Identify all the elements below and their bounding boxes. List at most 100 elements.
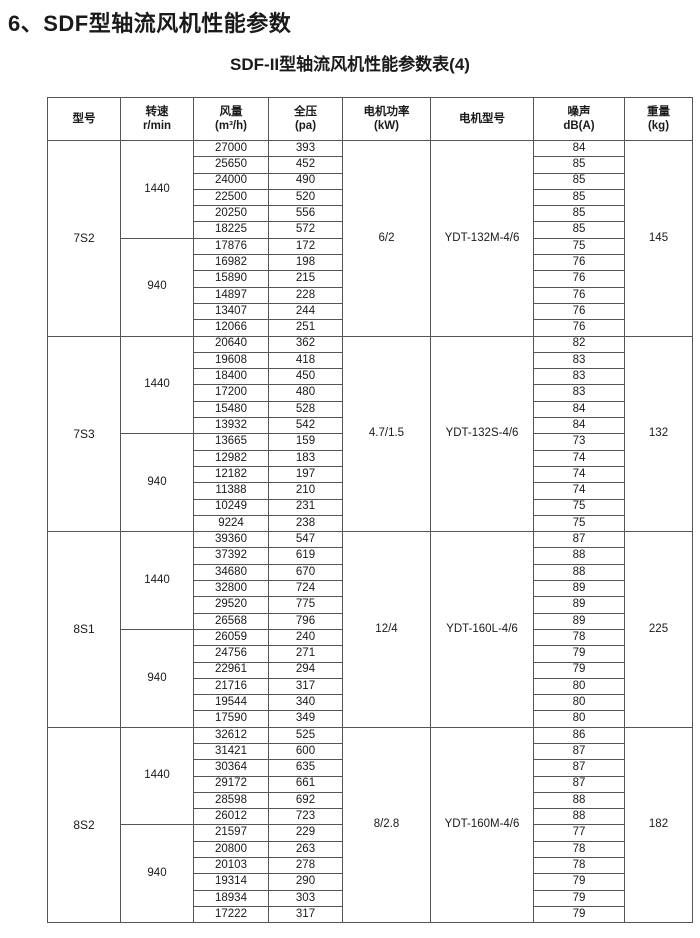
table-row: 19608 418 83 (48, 351, 693, 370)
airflow-cell: 26012 (193, 808, 269, 826)
table-row: 29172 661 87 (48, 775, 693, 793)
noise-cell: 83 (533, 368, 625, 386)
header-weight-label: 重量 (647, 106, 670, 118)
pressure-cell: 240 (268, 628, 343, 647)
weight-cell: 132 (624, 335, 693, 533)
pressure-cell: 271 (268, 645, 343, 663)
noise-cell: 87 (533, 775, 625, 793)
table-header-row: 型号 转速 r/min 风量 (m³/h) 全压 (pa) 电机功率 (kW) 电机型号 噪声 dB(… (47, 97, 693, 141)
table-row: 15890 215 76 (48, 270, 693, 288)
table-row: 25650 452 85 (48, 156, 693, 174)
noise-cell: 85 (533, 205, 625, 223)
header-model: 型号 (47, 97, 121, 141)
motor-model-cell: YDT-160M-4/6 (430, 726, 534, 924)
noise-cell: 78 (533, 857, 625, 875)
table-title: SDF-II型轴流风机性能参数表(4) (230, 55, 470, 74)
table-row: 31421 600 87 (48, 742, 693, 761)
model-cell: 7S2 (47, 140, 121, 337)
table-row: 12066 251 76 (48, 319, 693, 337)
table-row: 13932 542 84 (48, 417, 693, 435)
noise-cell: 89 (533, 580, 625, 598)
noise-cell: 89 (533, 596, 625, 614)
speed-cell: 1440 (120, 531, 194, 630)
noise-cell: 87 (533, 531, 625, 549)
airflow-cell: 37392 (193, 547, 269, 565)
pressure-cell: 572 (268, 221, 343, 239)
airflow-cell: 25650 (193, 156, 269, 174)
noise-cell: 80 (533, 710, 625, 728)
pressure-cell: 547 (268, 531, 343, 549)
airflow-cell: 18400 (193, 368, 269, 386)
pressure-cell: 197 (268, 465, 343, 484)
pressure-cell: 172 (268, 237, 343, 256)
header-pressure-label: 全压 (294, 106, 317, 118)
airflow-cell: 29520 (193, 596, 269, 614)
noise-cell: 83 (533, 384, 625, 402)
pressure-cell: 600 (268, 742, 343, 761)
noise-cell: 89 (533, 612, 625, 630)
pressure-cell: 317 (268, 677, 343, 696)
airflow-cell: 24000 (193, 172, 269, 190)
table-row: 22500 520 85 (48, 188, 693, 207)
pressure-cell: 525 (268, 726, 343, 744)
airflow-cell: 32800 (193, 580, 269, 598)
header-model-label: 型号 (72, 113, 96, 125)
airflow-cell: 34680 (193, 563, 269, 582)
airflow-cell: 26059 (193, 628, 269, 647)
pressure-cell: 294 (268, 661, 343, 679)
table-row: 20103 278 78 (48, 857, 693, 875)
airflow-cell: 21597 (193, 824, 269, 842)
table-row: 13407 244 76 (48, 302, 693, 321)
model-cell: 8S1 (47, 531, 121, 728)
noise-cell: 87 (533, 759, 625, 777)
pressure-cell: 251 (268, 319, 343, 337)
airflow-cell: 15480 (193, 400, 269, 419)
airflow-cell: 21716 (193, 677, 269, 696)
speed-cell: 940 (120, 237, 194, 337)
motor-power-cell: 8/2.8 (342, 726, 431, 924)
noise-cell: 88 (533, 563, 625, 582)
table-row: 9224 238 75 (48, 514, 693, 533)
pressure-cell: 263 (268, 840, 343, 859)
airflow-cell: 20250 (193, 205, 269, 223)
pressure-cell: 159 (268, 433, 343, 451)
noise-cell: 88 (533, 791, 625, 810)
pressure-cell: 340 (268, 694, 343, 712)
pressure-cell: 635 (268, 759, 343, 777)
weight-cell: 145 (624, 140, 693, 337)
motor-model-cell: YDT-132S-4/6 (430, 335, 534, 533)
noise-cell: 88 (533, 808, 625, 826)
airflow-cell: 16982 (193, 254, 269, 272)
airflow-cell: 18225 (193, 221, 269, 239)
motor-power-cell: 6/2 (342, 140, 431, 337)
motor-model-cell: YDT-132M-4/6 (430, 140, 534, 337)
speed-cell: 1440 (120, 335, 194, 435)
table-row: 19314 290 79 (48, 873, 693, 891)
noise-cell: 85 (533, 221, 625, 239)
section-title: 6、SDF型轴流风机性能参数 (8, 11, 292, 36)
airflow-cell: 39360 (193, 531, 269, 549)
airflow-cell: 17222 (193, 905, 269, 924)
airflow-cell: 22961 (193, 661, 269, 679)
airflow-cell: 26568 (193, 612, 269, 630)
pressure-cell: 418 (268, 351, 343, 370)
table-row: 12982 183 74 (48, 449, 693, 467)
noise-cell: 85 (533, 188, 625, 207)
airflow-cell: 15890 (193, 270, 269, 288)
table-row: 37392 619 88 (48, 547, 693, 565)
speed-cell: 940 (120, 433, 194, 533)
pressure-cell: 198 (268, 254, 343, 272)
table-row: 19544 340 80 (48, 694, 693, 712)
table-row: 18400 450 83 (48, 368, 693, 386)
noise-cell: 75 (533, 498, 625, 516)
noise-cell: 80 (533, 694, 625, 712)
table-row: 7S3 1440 20640 362 4.7/1.5 YDT-132S-4/6 82 132 (47, 335, 693, 533)
noise-cell: 76 (533, 319, 625, 337)
pressure-cell: 183 (268, 449, 343, 467)
airflow-cell: 27000 (193, 139, 269, 158)
header-noise: 噪声 dB(A) (533, 97, 625, 141)
header-airflow-unit: (m³/h) (215, 120, 247, 132)
noise-cell: 76 (533, 270, 625, 288)
noise-cell: 84 (533, 417, 625, 435)
airflow-cell: 31421 (193, 742, 269, 761)
